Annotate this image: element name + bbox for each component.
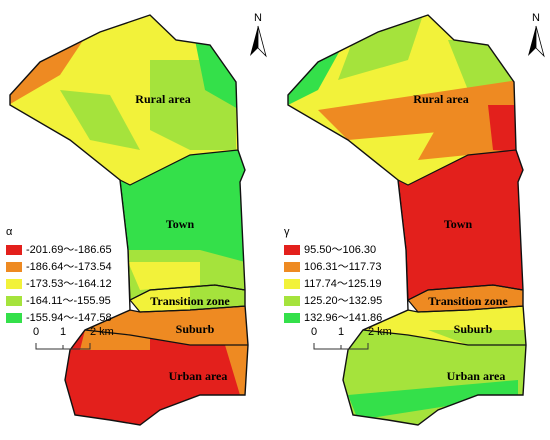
legend-label: -155.94～-147.58 [26,312,112,324]
map-outline [9,14,249,426]
legend-swatch [284,313,300,323]
legend-label: 117.74～125.19 [304,278,381,290]
north-label: N [532,12,540,24]
legend-swatch [6,296,22,306]
scale-label: 2 km [368,326,392,338]
map-region [348,380,518,420]
zone-label: Town [166,217,195,231]
legend-swatch [284,245,300,255]
zone-label: Suburb [454,322,493,336]
map-region [225,345,248,395]
legend-swatch [6,262,22,272]
zone-label: Suburb [176,322,215,336]
legend-label: 132.96～141.86 [304,312,382,324]
map-region [408,285,526,312]
north-arrow [535,25,545,58]
map-region [428,330,526,345]
zone-label: Rural area [135,92,190,106]
scale-bar [35,343,91,350]
legend-label: 95.50～106.30 [304,244,376,256]
map-region [85,305,248,345]
zone-label: Transition zone [428,294,508,308]
zone-label: Urban area [447,369,506,383]
scale-bar [313,343,369,350]
legend-label: -201.69～-186.65 [26,244,112,256]
scale-label: 0 [33,326,39,338]
map-region [398,150,526,300]
legend-label: 106.31～117.73 [304,261,381,273]
scale-label: 0 [311,326,317,338]
north-arrow [250,26,258,56]
zone-label: Urban area [169,369,228,383]
map-region [128,262,200,290]
zone-label: Transition zone [150,294,230,308]
legend-title: α [6,226,13,238]
legend-swatch [284,296,300,306]
legend-label: 125.20～132.95 [304,295,382,307]
zone-label: Town [444,217,473,231]
legend-label: -186.64～-173.54 [26,261,112,273]
north-label: N [254,12,262,24]
legend-label: -173.53～-164.12 [26,278,112,290]
legend-swatch [6,279,22,289]
legend-swatch [284,262,300,272]
legend-title: γ [284,226,290,238]
map-outline [287,14,527,426]
legend-label: -164.11～-155.95 [26,295,111,307]
zone-label: Rural area [413,92,468,106]
map-panel: Rural area Town Transition zone Suburb Urban… [284,12,545,426]
legend-swatch [6,313,22,323]
legend-swatch [6,245,22,255]
north-arrow [257,25,267,58]
map-region [190,286,248,310]
legend-swatch [284,279,300,289]
scale-label: 1 [338,326,344,338]
north-arrow [528,26,536,56]
scale-label: 1 [60,326,66,338]
map-region [488,105,518,152]
scale-label: 2 km [90,326,114,338]
map-panel: Rural area Town Transition zone Suburb Urban… [6,12,267,426]
map-region [60,90,140,150]
